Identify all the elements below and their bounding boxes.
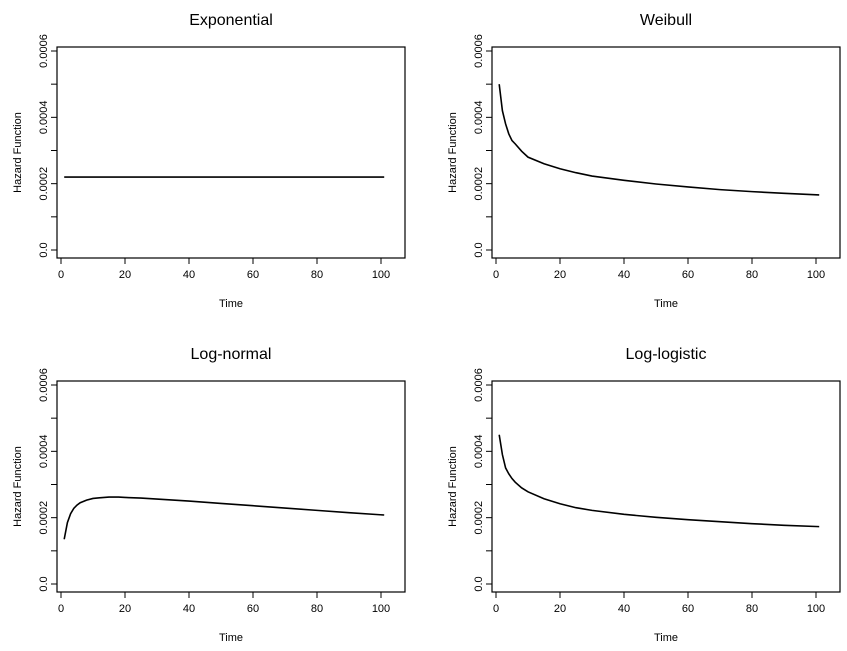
plot-frame [56,46,406,259]
panel-3: Log-normal 0 20 40 60 80 100 0.0 0.0002 0.0004 0.0… [12,346,406,644]
x-tick-label: 0 [493,269,499,281]
y-tick-label: 0.0006 [38,368,50,402]
y-tick-label: 0.0 [473,576,485,591]
y-tick-label: 0.0006 [473,368,485,402]
panel-title: Exponential [189,12,273,29]
y-axis-label: Hazard Function [447,446,459,527]
x-tick-label: 100 [372,603,390,615]
x-tick-label: 80 [746,269,758,281]
x-axis-label: Time [219,632,243,644]
x-tick-label: 100 [372,269,390,281]
y-tick-label: 0.0002 [38,501,50,535]
y-axis-label: Hazard Function [12,446,24,527]
x-tick-label: 20 [119,603,131,615]
x-tick-label: 80 [311,269,323,281]
y-tick-label: 0.0002 [473,167,485,201]
y-tick-label: 0.0004 [473,101,485,135]
y-tick-label: 0.0 [38,242,50,257]
x-tick-label: 60 [247,603,259,615]
x-tick-label: 20 [119,269,131,281]
y-tick-label: 0.0 [473,242,485,257]
x-tick-label: 80 [311,603,323,615]
x-tick-label: 40 [183,269,195,281]
x-axis-label: Time [654,632,678,644]
y-axis-label: Hazard Function [447,112,459,193]
x-tick-label: 20 [554,603,566,615]
panel-2: Weibull 0 20 40 60 80 100 0.0 0.0002 0.0004 0.0006… [447,12,841,310]
panel-4: Log-logistic 0 20 40 60 80 100 0.0 0.0002 0.0004 0… [447,346,841,644]
x-tick-label: 40 [183,603,195,615]
x-tick-label: 40 [618,269,630,281]
x-tick-label: 20 [554,269,566,281]
x-tick-label: 60 [247,269,259,281]
y-tick-label: 0.0006 [38,34,50,68]
x-tick-label: 0 [493,603,499,615]
y-axis-label: Hazard Function [12,112,24,193]
y-tick-label: 0.0004 [473,435,485,469]
y-tick-label: 0.0004 [38,435,50,469]
plot-frame [491,46,841,259]
y-tick-label: 0.0002 [473,501,485,535]
x-tick-label: 100 [807,269,825,281]
plot-frame [491,380,841,593]
x-tick-label: 100 [807,603,825,615]
hazard-curve-1 [498,434,820,528]
y-tick-label: 0.0002 [38,167,50,201]
panel-title: Log-logistic [626,346,707,363]
hazard-curve-1 [498,84,820,196]
panel-1: Exponential 0 20 40 60 80 100 0.0 0.0002 0.0004 0.… [12,12,406,310]
panel-title: Weibull [640,12,692,29]
x-tick-label: 0 [58,269,64,281]
x-tick-label: 40 [618,603,630,615]
y-tick-label: 0.0006 [473,34,485,68]
plot-frame [56,380,406,593]
x-axis-label: Time [654,298,678,310]
x-tick-label: 0 [58,603,64,615]
x-tick-label: 80 [746,603,758,615]
y-tick-label: 0.0 [38,576,50,591]
x-tick-label: 60 [682,603,694,615]
x-axis-label: Time [219,298,243,310]
hazard-curve-1 [63,496,385,540]
panel-title: Log-normal [191,346,272,363]
y-tick-label: 0.0004 [38,101,50,135]
x-tick-label: 60 [682,269,694,281]
